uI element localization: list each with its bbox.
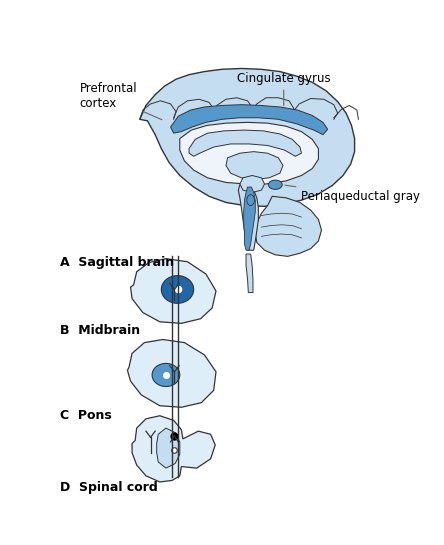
- Polygon shape: [157, 428, 180, 468]
- Polygon shape: [240, 175, 265, 192]
- Polygon shape: [189, 130, 301, 156]
- Polygon shape: [238, 185, 258, 250]
- Polygon shape: [140, 69, 355, 207]
- Text: Periaqueductal gray: Periaqueductal gray: [285, 185, 420, 203]
- Text: Prefrontal
cortex: Prefrontal cortex: [80, 82, 162, 120]
- Polygon shape: [131, 259, 216, 323]
- Text: A  Sagittal brain: A Sagittal brain: [60, 256, 174, 269]
- Text: Cingulate gyrus: Cingulate gyrus: [237, 71, 331, 106]
- Polygon shape: [244, 187, 255, 250]
- Text: D  Spinal cord: D Spinal cord: [60, 481, 158, 494]
- Polygon shape: [255, 196, 321, 256]
- Ellipse shape: [152, 364, 180, 386]
- Ellipse shape: [247, 195, 254, 205]
- Polygon shape: [226, 152, 283, 179]
- Polygon shape: [170, 105, 328, 135]
- Ellipse shape: [268, 180, 282, 189]
- Polygon shape: [180, 123, 318, 184]
- Polygon shape: [127, 340, 216, 407]
- Ellipse shape: [161, 276, 194, 304]
- Polygon shape: [132, 416, 215, 482]
- Polygon shape: [246, 254, 253, 293]
- Text: C  Pons: C Pons: [60, 409, 112, 422]
- Text: B  Midbrain: B Midbrain: [60, 324, 141, 337]
